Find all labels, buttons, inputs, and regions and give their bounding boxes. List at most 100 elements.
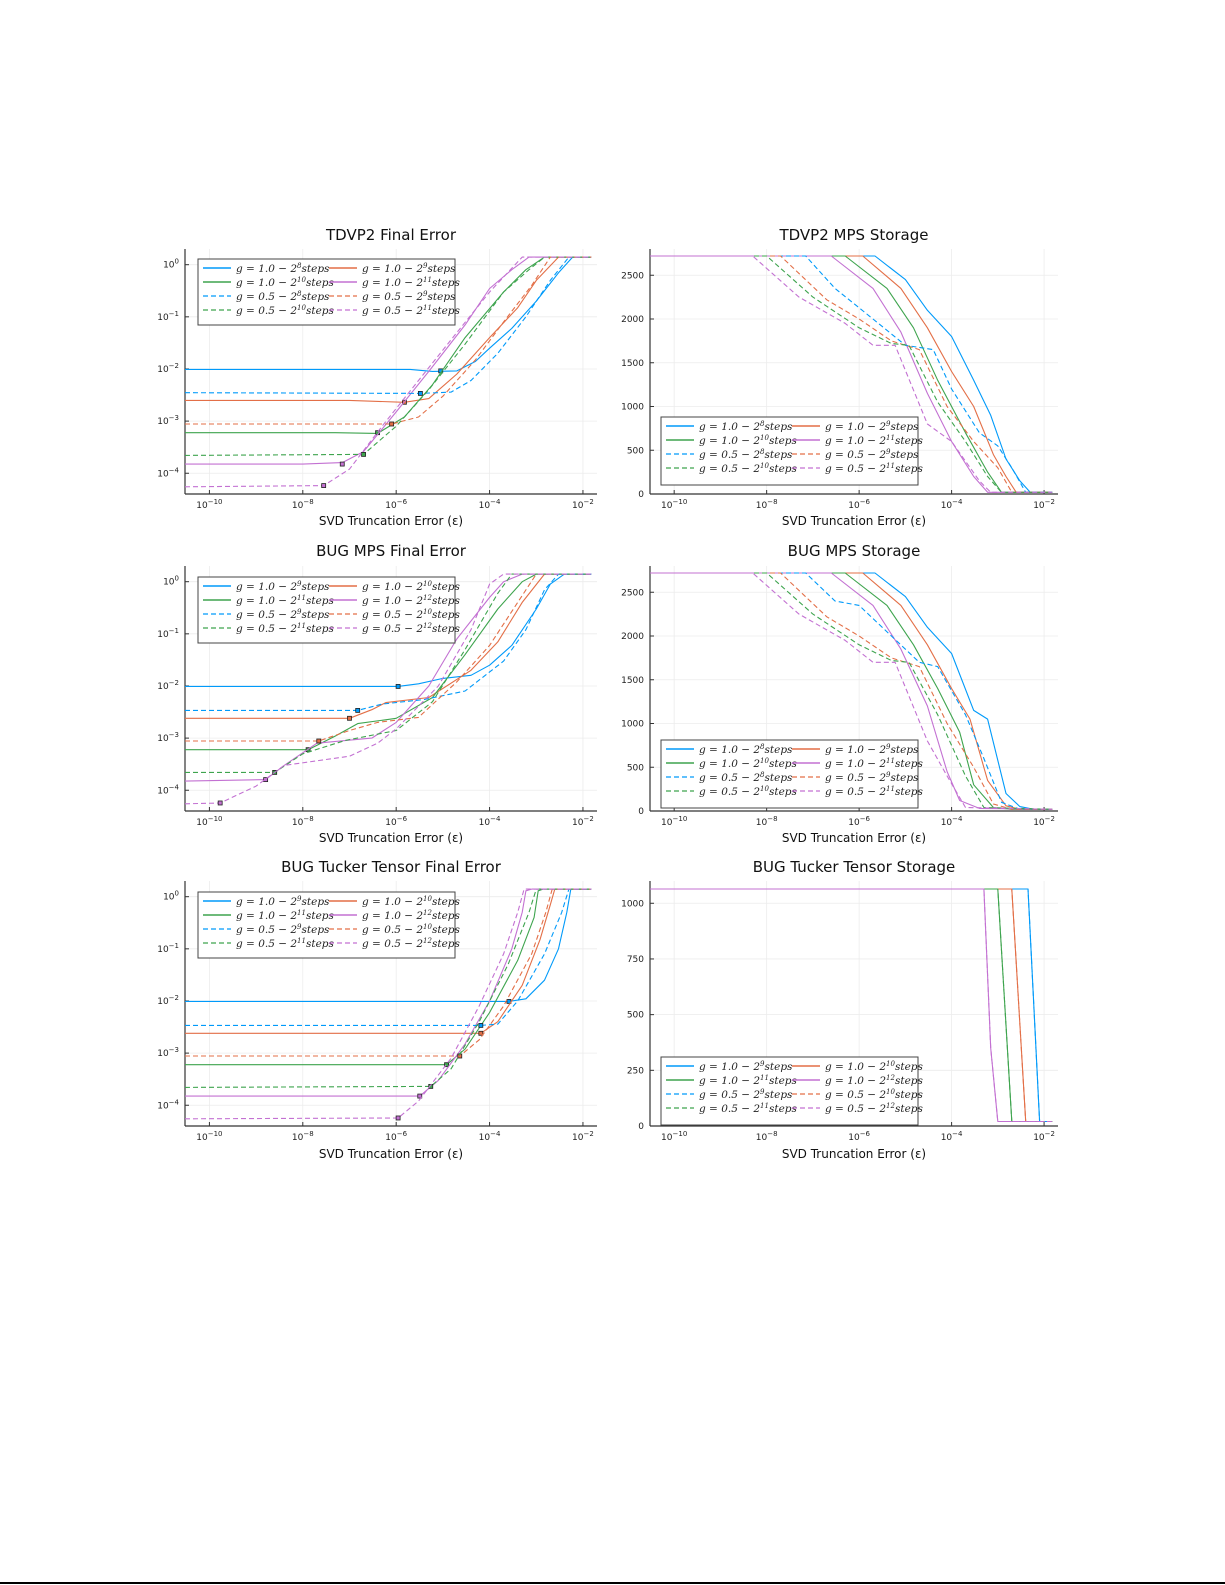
legend-label: g = 1.0 − 29steps — [699, 1060, 793, 1073]
chart-panel-bug-mps-error: BUG MPS Final Error 10−10 10−8 10−6 10−4 10−2… — [157, 542, 597, 845]
legend-label: g = 0.5 − 211steps — [825, 785, 924, 798]
tick-label: 10−8 — [292, 1130, 314, 1143]
series-line — [650, 255, 1053, 493]
tick-label: 0 — [638, 1122, 644, 1132]
legend-label: g = 0.5 − 29steps — [362, 290, 456, 303]
series-line — [185, 573, 592, 711]
tick-label: 10−6 — [385, 498, 407, 511]
tick-label: 10−6 — [848, 1130, 870, 1143]
tick-label: 10−3 — [157, 414, 179, 427]
x-axis-label: SVD Truncation Error (ε) — [319, 514, 463, 528]
tick-label: 10−2 — [572, 498, 594, 511]
legend-label: g = 1.0 − 211steps — [236, 594, 335, 607]
series-group — [650, 255, 1053, 493]
tick-label: 10−6 — [848, 815, 870, 828]
tick-label: 10−8 — [292, 498, 314, 511]
tick-label: 10−2 — [1033, 498, 1055, 511]
series-line — [185, 888, 592, 1066]
legend-label: g = 0.5 − 210steps — [236, 304, 335, 317]
legend-label: g = 1.0 − 28steps — [699, 420, 793, 433]
marker-point — [395, 684, 401, 689]
tick-label: 10−10 — [661, 815, 687, 828]
tick-label: 10−2 — [157, 679, 179, 692]
legend-label: g = 1.0 − 28steps — [236, 262, 330, 275]
legend-label: g = 0.5 − 29steps — [825, 771, 919, 784]
tick-label: 10−6 — [385, 1130, 407, 1143]
tick-label: 10−8 — [292, 815, 314, 828]
tick-label: 2500 — [621, 271, 644, 281]
series-line — [650, 572, 1053, 810]
chart-title: BUG Tucker Tensor Final Error — [281, 858, 502, 876]
series-line — [185, 256, 592, 434]
legend-label: g = 1.0 − 29steps — [362, 262, 456, 275]
legend-label: g = 1.0 − 29steps — [825, 420, 919, 433]
series-line — [185, 573, 592, 805]
marker-point — [339, 461, 345, 467]
chart-panel-tdvp2-storage: TDVP2 MPS Storage 10−10 10−8 10−6 10−4 10−2 0 5… — [621, 226, 1058, 528]
chart-title: BUG Tucker Tensor Storage — [753, 858, 956, 876]
series-line — [650, 255, 1053, 493]
legend-label: g = 1.0 − 212steps — [362, 909, 461, 922]
legend-label: g = 1.0 − 29steps — [236, 580, 330, 593]
tick-label: 500 — [627, 763, 644, 773]
legend-label: g = 1.0 − 210steps — [362, 895, 461, 908]
legend: g = 1.0 − 29steps g = 1.0 − 210steps g = 1… — [197, 576, 461, 644]
legend-label: g = 1.0 − 210steps — [362, 580, 461, 593]
chart-panel-bug-tucker-storage: BUG Tucker Tensor Storage 10−10 10−8 10−6 10… — [621, 858, 1058, 1161]
tick-label: 10−4 — [479, 498, 501, 511]
series-line — [185, 573, 592, 687]
tick-label: 1500 — [621, 359, 644, 369]
series-line — [185, 573, 592, 773]
x-axis-label: SVD Truncation Error (ε) — [319, 1147, 463, 1161]
marker-point — [361, 451, 366, 457]
legend-label: g = 1.0 − 211steps — [699, 1074, 798, 1087]
chart-title: BUG MPS Storage — [788, 542, 921, 560]
tick-label: 10−6 — [848, 498, 870, 511]
series-group — [185, 888, 592, 1121]
legend-label: g = 0.5 − 210steps — [825, 1088, 924, 1101]
tick-label: 500 — [627, 1011, 644, 1021]
series-line — [185, 888, 592, 1034]
series-line — [185, 256, 592, 456]
tick-label: 10−4 — [941, 815, 963, 828]
chart-panel-bug-tucker-error: BUG Tucker Tensor Final Error 10−10 10−8 10… — [157, 858, 597, 1161]
tick-label: 10−2 — [157, 994, 179, 1007]
series-line — [650, 572, 1053, 810]
tick-label: 2000 — [621, 632, 644, 642]
tick-label: 10−1 — [157, 310, 179, 323]
series-group — [185, 573, 592, 806]
legend-label: g = 1.0 − 210steps — [825, 1060, 924, 1073]
tick-label: 10−2 — [572, 1130, 594, 1143]
tick-label: 10−6 — [385, 815, 407, 828]
marker-point — [217, 800, 223, 806]
series-line — [650, 888, 1053, 1123]
series-line — [650, 572, 1053, 810]
marker-point — [478, 1023, 484, 1028]
legend-label: g = 0.5 − 210steps — [362, 608, 461, 621]
series-line — [185, 256, 592, 403]
legend-label: g = 1.0 − 210steps — [699, 757, 798, 770]
tick-label: 10−4 — [157, 1098, 179, 1111]
series-line — [650, 255, 1053, 493]
series-line — [185, 256, 592, 425]
series-line — [185, 256, 592, 465]
series-line — [185, 888, 592, 1026]
marker-point — [347, 715, 352, 721]
legend-label: g = 0.5 − 210steps — [699, 462, 798, 475]
tick-label: 500 — [627, 446, 644, 456]
tick-label: 10−8 — [756, 815, 778, 828]
tick-label: 10−1 — [157, 627, 179, 640]
tick-label: 750 — [627, 955, 644, 965]
tick-label: 10−10 — [196, 815, 222, 828]
series-group — [650, 888, 1053, 1123]
tick-label: 10−10 — [196, 1130, 222, 1143]
series-line — [650, 255, 1053, 493]
series-group — [185, 256, 592, 488]
series-line — [185, 888, 592, 1057]
legend-label: g = 0.5 − 212steps — [362, 937, 461, 950]
legend-label: g = 1.0 − 211steps — [362, 276, 461, 289]
legend-label: g = 1.0 − 210steps — [236, 276, 335, 289]
tick-label: 1000 — [621, 899, 644, 909]
series-group — [650, 572, 1053, 810]
